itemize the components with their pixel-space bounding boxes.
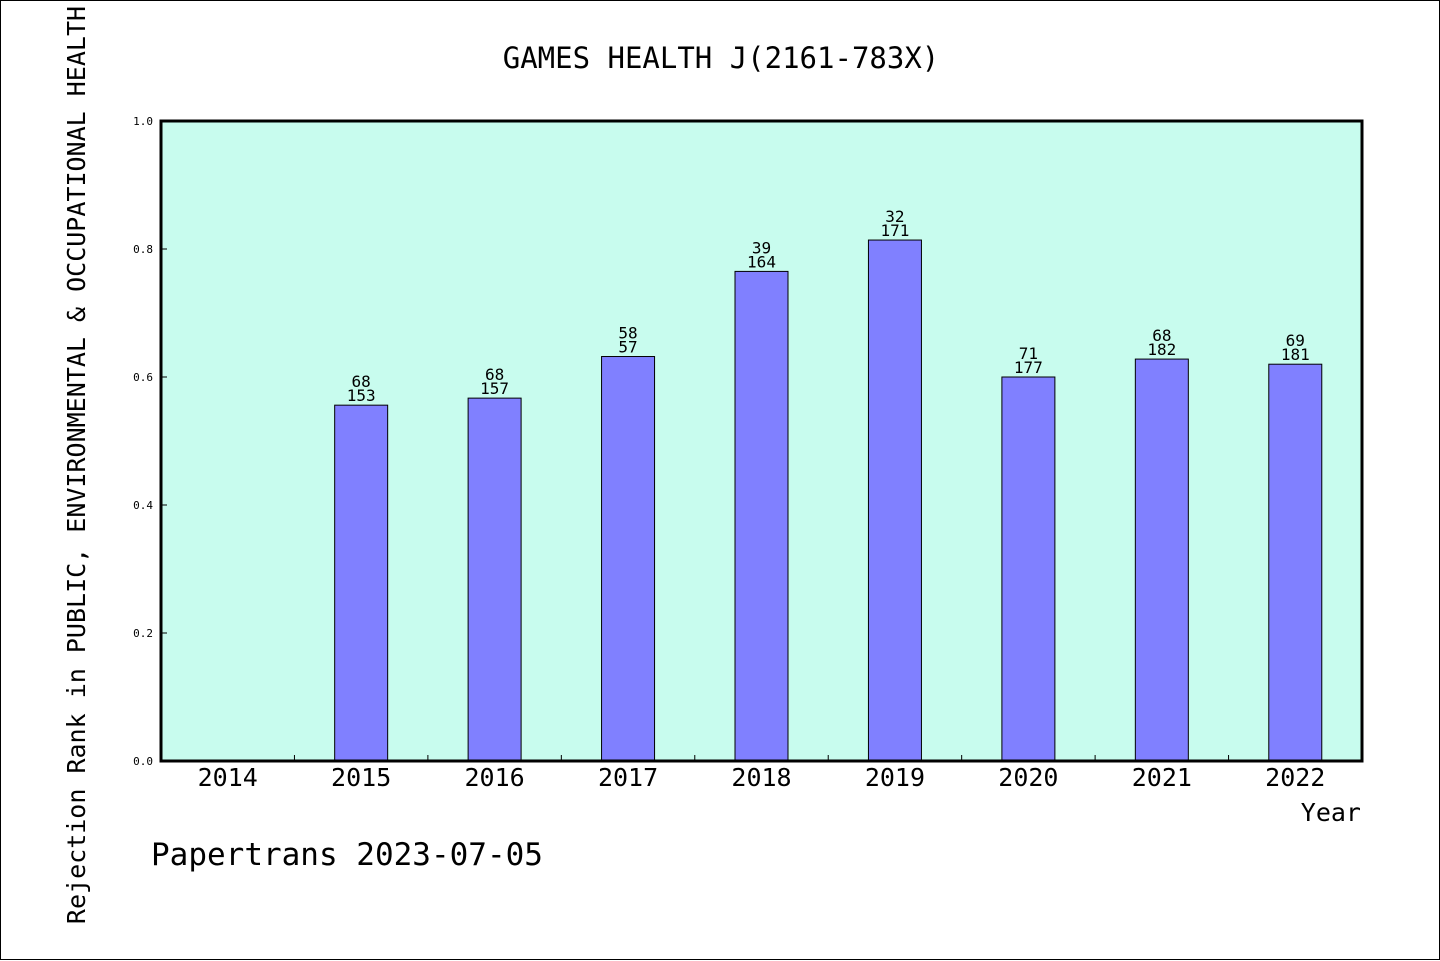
bar-label-bottom-2022: 181 (1281, 345, 1310, 364)
bar-2015 (334, 404, 389, 762)
bar-label-bottom-2015: 153 (347, 386, 376, 405)
bar-label-top-2018: 39 (752, 238, 771, 257)
y-tick-label-0.0: 0.0 (133, 755, 153, 768)
bar-label-bottom-2018: 164 (747, 252, 776, 271)
x-tick-label-2022: 2022 (1265, 763, 1325, 792)
bar-2021 (1134, 358, 1189, 762)
bars-group (334, 239, 1323, 762)
bar-label-top-2015: 68 (352, 372, 371, 391)
x-tick-label-2019: 2019 (865, 763, 925, 792)
x-tick-label-2015: 2015 (331, 763, 391, 792)
y-tick-label-0.2: 0.2 (133, 627, 153, 640)
bar-2019 (867, 239, 922, 762)
bar-2022 (1268, 363, 1323, 762)
y-tick-label-0.6: 0.6 (133, 371, 153, 384)
chart-title: GAMES HEALTH J(2161-783X) (503, 41, 940, 75)
bar-label-bottom-2019: 171 (880, 221, 909, 240)
bar-label-top-2019: 32 (885, 207, 904, 226)
x-tick-label-2020: 2020 (998, 763, 1058, 792)
x-tick-label-2018: 2018 (731, 763, 791, 792)
x-axis-label: Year (1301, 798, 1361, 827)
y-tick-label-0.4: 0.4 (133, 499, 153, 512)
x-axis-ticks: 2014 2015 2016 2017 2018 2019 2020 2021 2022 (198, 755, 1325, 792)
bar-label-top-2022: 69 (1286, 331, 1305, 350)
bar-2017 (601, 356, 656, 762)
bar-label-bottom-2021: 182 (1147, 340, 1176, 359)
x-tick-label-2016: 2016 (465, 763, 525, 792)
y-axis-ticks: 0.0 0.2 0.4 0.6 0.8 1.0 (133, 115, 167, 768)
bar-label-bottom-2017: 57 (618, 338, 637, 357)
bar-2020 (1001, 376, 1056, 762)
y-tick-label-1.0: 1.0 (133, 115, 153, 128)
bar-2016 (467, 397, 522, 762)
bar-label-bottom-2020: 177 (1014, 358, 1043, 377)
bar-label-bottom-2016: 157 (480, 379, 509, 398)
plot-frame (159, 119, 1364, 763)
x-tick-label-2017: 2017 (598, 763, 658, 792)
x-tick-label-2014: 2014 (198, 763, 258, 792)
footer-credit: Papertrans 2023-07-05 (151, 837, 543, 873)
bar-label-top-2021: 68 (1152, 326, 1171, 345)
bar-2018 (734, 270, 789, 762)
bar-label-top-2016: 68 (485, 365, 504, 384)
x-tick-label-2021: 2021 (1132, 763, 1192, 792)
bar-label-top-2017: 58 (618, 324, 637, 343)
bar-label-top-2020: 71 (1019, 344, 1038, 363)
y-tick-label-0.8: 0.8 (133, 243, 153, 256)
y-axis-label: Rejection Rank in PUBLIC, ENVIRONMENTAL … (62, 6, 91, 924)
